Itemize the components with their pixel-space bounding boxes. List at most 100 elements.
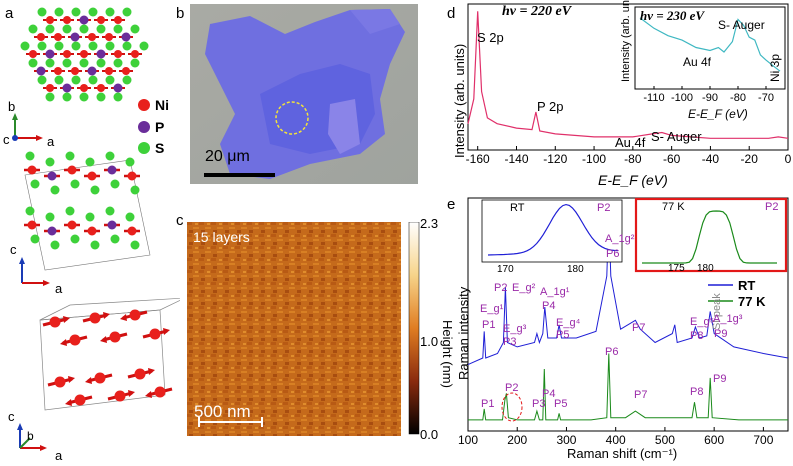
optical-micrograph <box>190 4 418 184</box>
inset-77k-tag: P2 <box>765 201 779 213</box>
xps-xlabel: E-E_F (eV) <box>598 172 668 188</box>
ni-atom <box>71 67 79 75</box>
raman-mode-label-77k: P5 <box>554 398 568 410</box>
legend-rt-label: RT <box>738 278 756 293</box>
raman-xlabel: Raman shift (cm⁻¹) <box>567 446 678 461</box>
axes-top <box>12 113 43 141</box>
raman-mode-label-rt: P3 <box>503 336 517 348</box>
raman-tick-label: 500 <box>655 433 675 447</box>
ni-atom <box>122 67 130 75</box>
raman-tick-label: 700 <box>753 433 773 447</box>
legend-s: S <box>155 140 164 156</box>
axes-mid <box>19 257 50 286</box>
s-atom <box>105 41 115 51</box>
raman-mode-label-77k: P6 <box>605 346 619 358</box>
s-atom <box>20 41 30 51</box>
ni-atom <box>88 33 96 41</box>
raman-mode-label-rt: P6 <box>606 248 620 260</box>
p-atom <box>62 83 72 93</box>
raman-mode-label-rt: A_1g² <box>605 233 635 245</box>
inset-tick-label: -70 <box>758 92 774 104</box>
xps-tick-label: -40 <box>702 152 720 166</box>
inset-tick-label: -110 <box>643 92 664 104</box>
s-atom <box>105 75 115 85</box>
legend-p: P <box>155 119 164 135</box>
p-atom <box>36 66 46 76</box>
raman-mode-label-rt: E_g² <box>512 282 536 294</box>
raman-mode-label-rt: A_1g³ <box>713 313 743 325</box>
peak-p2p: P 2p <box>537 99 564 114</box>
inset-peak-ni3p: Ni 3p <box>768 53 782 82</box>
raman-tick-label: 400 <box>606 433 626 447</box>
axis-label-b-bot: b <box>27 429 34 443</box>
axis-label-a-bot: a <box>55 448 63 463</box>
p-atom <box>79 15 89 25</box>
ni-atom <box>114 16 122 24</box>
p-atom <box>70 32 80 42</box>
axes-bot <box>17 423 47 451</box>
legend-77k-label: 77 K <box>738 294 766 309</box>
s-atom <box>96 92 106 102</box>
ni-atom <box>63 16 71 24</box>
s-atom <box>113 92 123 102</box>
s-atom <box>122 7 132 17</box>
raman-mode-label-rt: P7 <box>632 322 646 334</box>
s-atom <box>79 92 89 102</box>
ni-atom <box>97 84 105 92</box>
raman-tick-label: 100 <box>458 433 478 447</box>
peak-au4f: Au 4f <box>615 135 646 150</box>
s-atom <box>88 7 98 17</box>
s-atom <box>71 41 81 51</box>
s-atom <box>45 58 55 68</box>
panel-letter-c: c <box>176 212 184 229</box>
raman-mode-label-rt: E_g⁵ <box>690 316 715 328</box>
s-atom <box>62 92 72 102</box>
xps-tick-label: -120 <box>543 152 567 166</box>
raman-mode-label-77k: P3 <box>532 398 546 410</box>
axis-label-a-top: a <box>47 134 55 149</box>
inset-ylabel: Intensity (arb. units) <box>620 0 632 82</box>
lattice-top-view <box>20 7 149 102</box>
p-atom <box>87 66 97 76</box>
raman-mode-label-77k: P1 <box>481 398 495 410</box>
s-atom <box>54 41 64 51</box>
s-atom <box>139 41 149 51</box>
ni-atom <box>37 33 45 41</box>
axis-label-c-bot: c <box>8 409 15 424</box>
raman-tick-label: 200 <box>507 433 527 447</box>
raman-mode-label-77k: P2 <box>505 382 519 394</box>
panel-letter-b: b <box>176 5 185 22</box>
raman-mode-label-77k: P9 <box>713 373 727 385</box>
colorbar-tick-max: 2.3 <box>420 216 439 231</box>
raman-77k-line <box>468 353 788 421</box>
s-atom <box>54 7 64 17</box>
panel-letter-d: d <box>447 5 456 22</box>
s-atom <box>62 24 72 34</box>
axis-label-c-mid: c <box>10 242 17 257</box>
colorbar-tick-mid: 1.0 <box>420 334 439 349</box>
inset-tick-label: -90 <box>702 92 718 104</box>
p-atom <box>113 83 123 93</box>
s-atom <box>130 58 140 68</box>
s-atom <box>130 24 140 34</box>
raman-mode-label-rt: P2 <box>494 282 508 294</box>
ni-atom <box>54 67 62 75</box>
inset-tick-label: -100 <box>671 92 693 104</box>
raman-mode-label-77k: P7 <box>634 389 648 401</box>
raman-mode-label-77k: P8 <box>690 386 704 398</box>
s-atom <box>71 75 81 85</box>
peak-s-auger: S- Auger <box>651 129 702 144</box>
raman-mode-label-rt: A_1g¹ <box>540 286 570 298</box>
ni-atom <box>114 50 122 58</box>
s-atom <box>122 75 132 85</box>
lattice-side-view <box>24 151 151 271</box>
s-atom <box>45 92 55 102</box>
inset-peak-au4f: Au 4f <box>683 55 712 69</box>
s-atom <box>62 58 72 68</box>
s-atom <box>37 41 47 51</box>
inset-77k-label: 77 K <box>662 201 685 213</box>
axis-label-a-mid: a <box>55 281 63 296</box>
p-atom <box>96 49 106 59</box>
inset-peak-s-auger: S- Auger <box>718 18 765 32</box>
xps-energy-label: hν = 220 eV <box>502 4 572 19</box>
